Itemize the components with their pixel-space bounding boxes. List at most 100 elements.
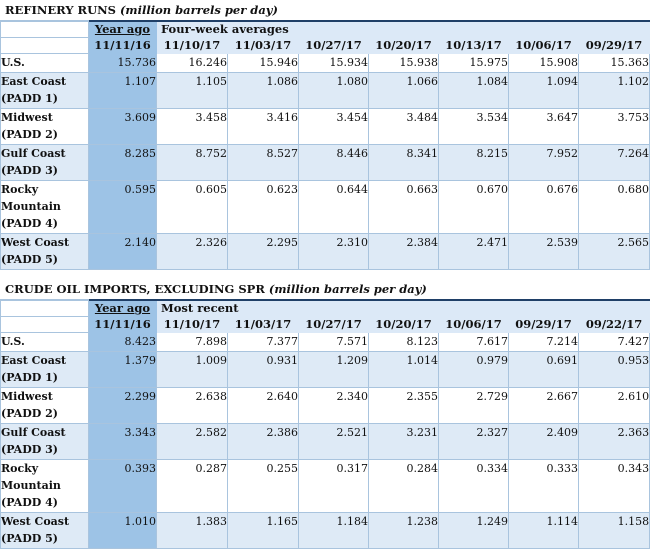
region-label: Midwest (PADD 2) [0, 387, 89, 424]
region-label: Rocky Mountain (PADD 4) [0, 459, 89, 513]
value-cell: 2.565 [577, 233, 650, 270]
value-cell: 2.582 [156, 423, 228, 460]
table-row: U.S. 8.423 7.898 7.377 7.571 8.123 7.617 7.214 7… [0, 332, 650, 352]
crude-imports-title-text: CRUDE OIL IMPORTS, EXCLUDING SPR [5, 282, 265, 296]
value-cell: 3.484 [368, 108, 439, 145]
value-cell: 0.333 [508, 459, 579, 513]
year-ago-value: 3.609 [88, 108, 157, 145]
date-header: 11/10/17 [156, 316, 228, 333]
region-label-line: Midwest [1, 390, 53, 403]
value-cell: 3.454 [298, 108, 369, 145]
value-cell: 15.946 [227, 53, 299, 73]
value-cell: 0.691 [508, 351, 579, 388]
value-cell: 2.539 [508, 233, 579, 270]
value-cell: 1.105 [156, 72, 228, 109]
value-cell: 8.527 [227, 144, 299, 181]
refinery-runs-title-units: (million barrels per day) [119, 3, 278, 17]
header-blank-cell [0, 299, 89, 317]
value-cell: 7.898 [156, 332, 228, 352]
value-cell: 0.317 [298, 459, 369, 513]
value-cell: 2.340 [298, 387, 369, 424]
value-cell: 3.416 [227, 108, 299, 145]
table-row: U.S. 15.736 16.246 15.946 15.934 15.938 15.975… [0, 53, 650, 73]
value-cell: 2.310 [298, 233, 369, 270]
value-cell: 3.458 [156, 108, 228, 145]
region-label: East Coast (PADD 1) [0, 72, 89, 109]
value-cell: 2.363 [577, 423, 650, 460]
year-ago-value: 1.107 [88, 72, 157, 109]
value-cell: 0.343 [577, 459, 650, 513]
year-ago-date: 11/11/16 [88, 37, 157, 54]
value-cell: 2.386 [227, 423, 299, 460]
year-ago-value: 3.343 [88, 423, 157, 460]
year-ago-value: 1.010 [88, 512, 157, 549]
region-label-line: Mountain [1, 200, 61, 213]
header-row-groups: Year ago Four-week averages [0, 20, 650, 38]
value-cell: 1.184 [298, 512, 369, 549]
year-ago-value: 2.299 [88, 387, 157, 424]
period-group-header: Most recent [155, 299, 650, 317]
region-label-line: Midwest [1, 111, 53, 124]
value-cell: 3.534 [438, 108, 509, 145]
date-header: 11/10/17 [156, 37, 228, 54]
table-row: East Coast (PADD 1) 1.379 1.009 0.931 1.209 1.… [0, 351, 650, 388]
table-row: Gulf Coast (PADD 3) 3.343 2.582 2.386 2.521 3.… [0, 423, 650, 460]
value-cell: 1.066 [368, 72, 439, 109]
region-label-line: (PADD 3) [1, 443, 58, 456]
value-cell: 2.295 [227, 233, 299, 270]
value-cell: 7.571 [298, 332, 369, 352]
value-cell: 2.729 [438, 387, 509, 424]
date-header: 09/29/17 [577, 37, 650, 54]
region-label-line: (PADD 1) [1, 371, 58, 384]
region-label-line: West Coast [1, 236, 70, 249]
value-cell: 1.080 [298, 72, 369, 109]
table-row: East Coast (PADD 1) 1.107 1.105 1.086 1.080 1.… [0, 72, 650, 109]
year-ago-value: 0.595 [88, 180, 157, 234]
region-label-line: Rocky [1, 183, 39, 196]
value-cell: 1.084 [438, 72, 509, 109]
value-cell: 7.377 [227, 332, 299, 352]
value-cell: 0.931 [227, 351, 299, 388]
region-label-line: Gulf Coast [1, 147, 66, 160]
year-ago-value: 8.285 [88, 144, 157, 181]
value-cell: 0.953 [577, 351, 650, 388]
value-cell: 0.676 [508, 180, 579, 234]
year-ago-value: 2.140 [88, 233, 157, 270]
header-blank-cell [0, 37, 89, 54]
table-row: Midwest (PADD 2) 3.609 3.458 3.416 3.454 3.484… [0, 108, 650, 145]
date-header: 09/29/17 [508, 316, 579, 333]
region-label-line: Rocky [1, 462, 39, 475]
value-cell: 1.086 [227, 72, 299, 109]
value-cell: 1.009 [156, 351, 228, 388]
value-cell: 0.255 [227, 459, 299, 513]
header-row-groups: Year ago Most recent [0, 299, 650, 317]
value-cell: 0.670 [438, 180, 509, 234]
date-header: 10/27/17 [298, 37, 369, 54]
year-ago-date: 11/11/16 [88, 316, 157, 333]
crude-imports-title-units: (million barrels per day) [268, 282, 427, 296]
year-ago-header: Year ago [88, 20, 157, 38]
crude-imports-title: CRUDE OIL IMPORTS, EXCLUDING SPR (millio… [0, 279, 650, 299]
value-cell: 1.014 [368, 351, 439, 388]
value-cell: 0.680 [577, 180, 650, 234]
value-cell: 1.158 [577, 512, 650, 549]
table-row: Rocky Mountain (PADD 4) 0.595 0.605 0.623 0.64… [0, 180, 650, 234]
date-header: 10/06/17 [508, 37, 579, 54]
value-cell: 15.938 [368, 53, 439, 73]
header-blank-cell [0, 20, 89, 38]
region-label-line: (PADD 5) [1, 253, 58, 266]
value-cell: 0.644 [298, 180, 369, 234]
date-header: 11/03/17 [227, 316, 299, 333]
table-row: Gulf Coast (PADD 3) 8.285 8.752 8.527 8.446 8.… [0, 144, 650, 181]
region-label-line: (PADD 4) [1, 217, 58, 230]
header-blank-cell [0, 316, 89, 333]
region-label-line: (PADD 1) [1, 92, 58, 105]
date-header: 10/20/17 [368, 316, 439, 333]
value-cell: 7.427 [577, 332, 650, 352]
region-label-line: West Coast [1, 515, 70, 528]
value-cell: 2.638 [156, 387, 228, 424]
value-cell: 1.094 [508, 72, 579, 109]
value-cell: 8.123 [368, 332, 439, 352]
date-header: 10/27/17 [298, 316, 369, 333]
region-label: Midwest (PADD 2) [0, 108, 89, 145]
